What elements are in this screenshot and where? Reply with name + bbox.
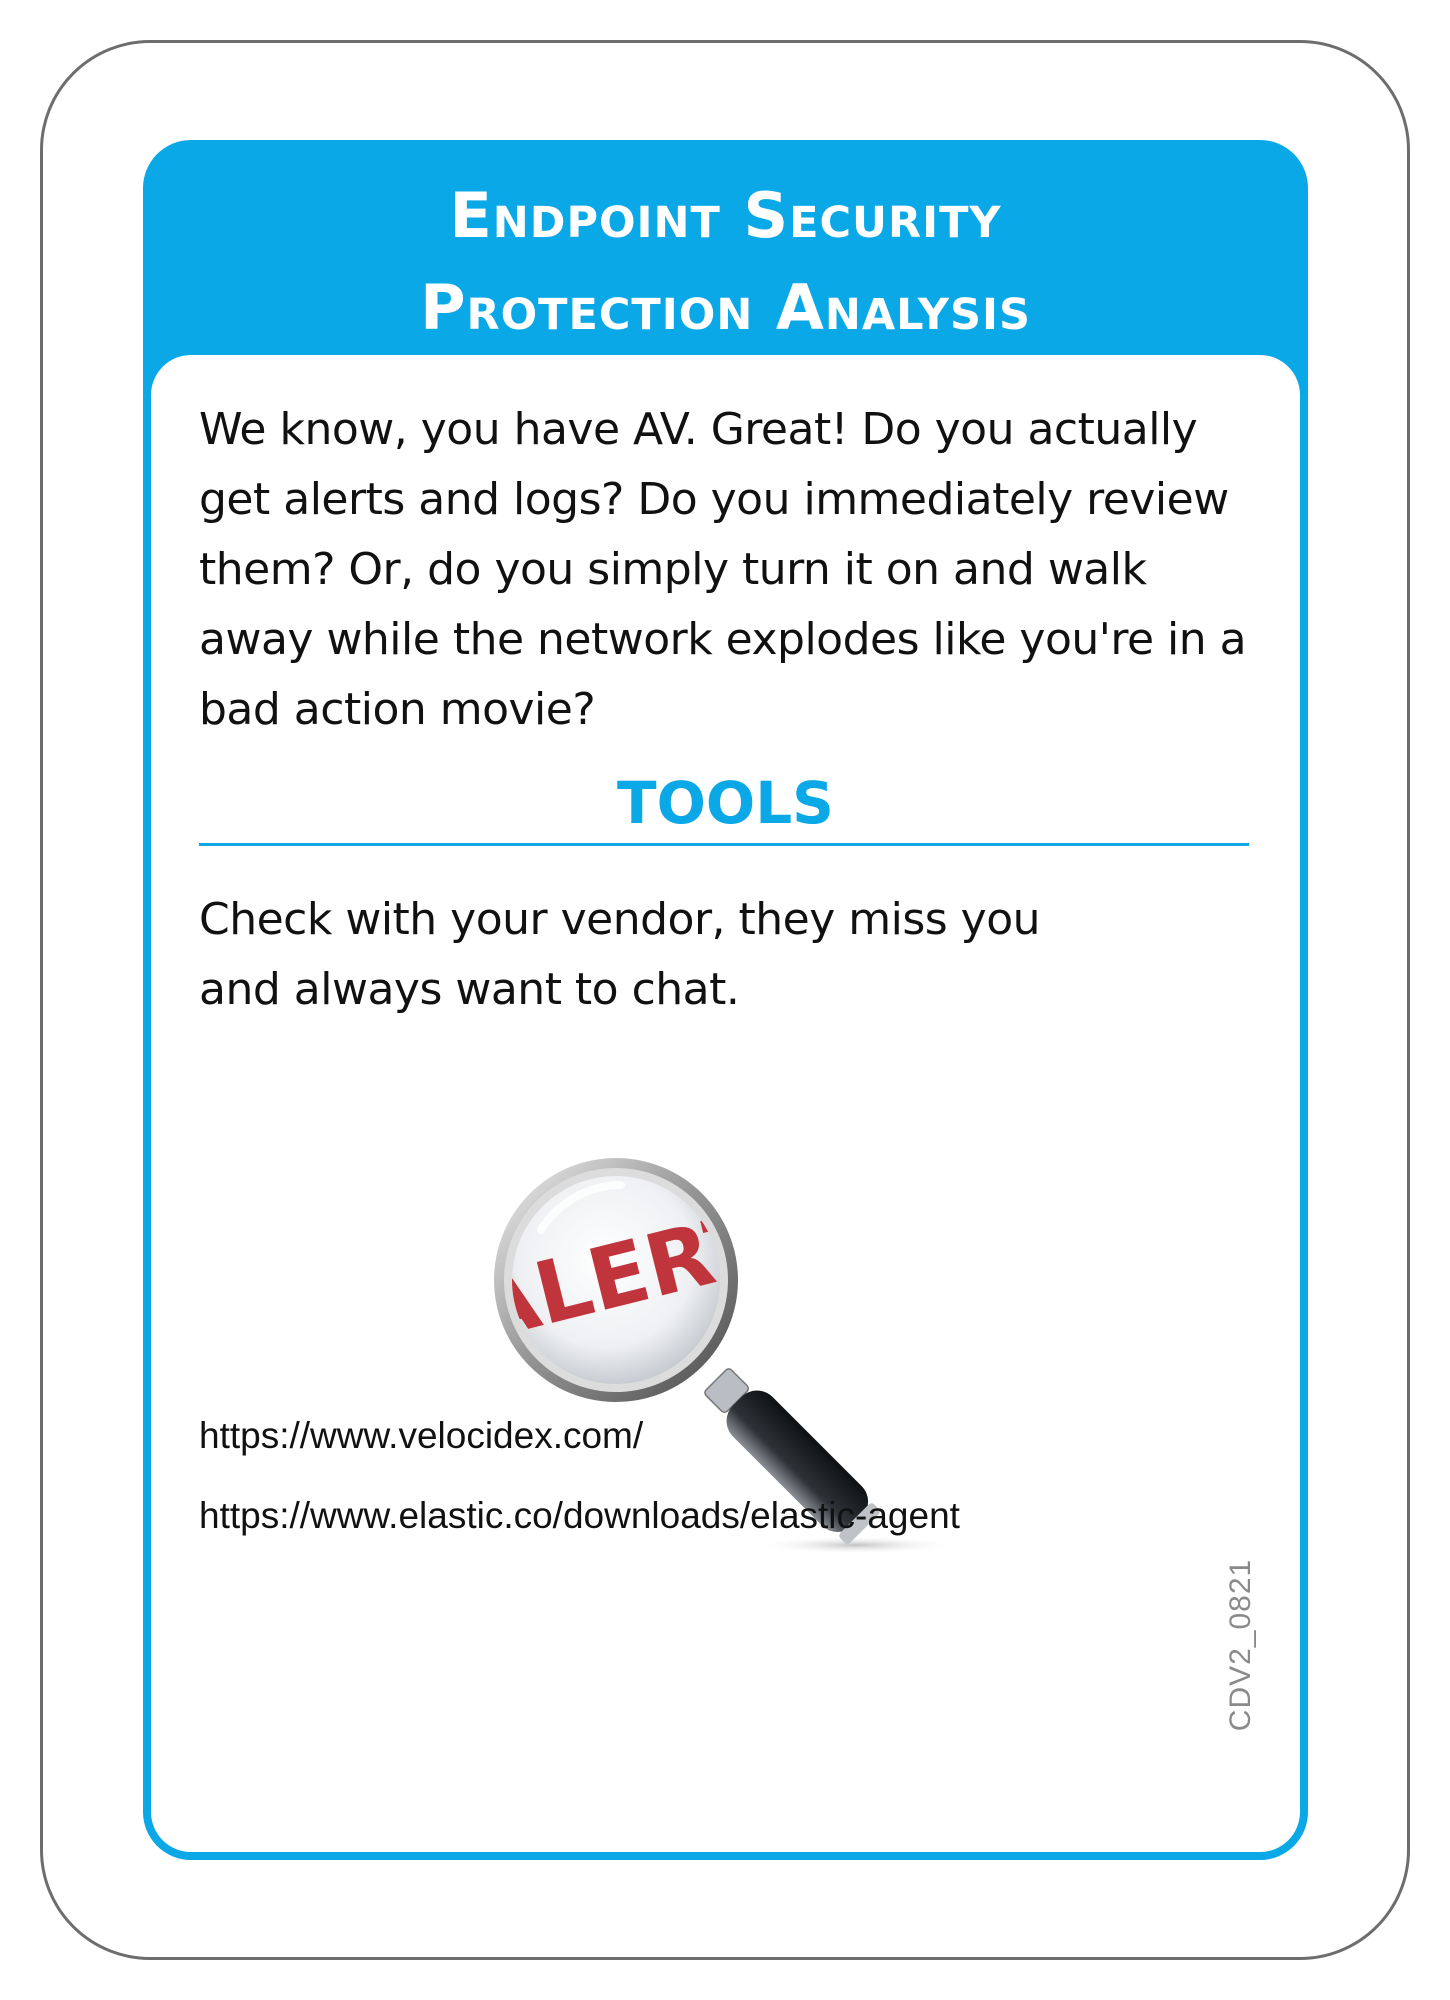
card-frame: Endpoint Security Protection Analysis We… — [143, 140, 1308, 1860]
card-title: Endpoint Security Protection Analysis — [143, 170, 1308, 354]
card-content-panel: We know, you have AV. Great! Do you actu… — [151, 355, 1300, 1852]
tools-text-line-2: and always want to chat. — [199, 964, 740, 1015]
card-description: We know, you have AV. Great! Do you actu… — [199, 404, 1247, 735]
link-velocidex[interactable]: https://www.velocidex.com/ — [199, 1415, 644, 1456]
tools-heading: TOOLS — [617, 769, 834, 837]
link-elastic-agent[interactable]: https://www.elastic.co/downloads/elastic… — [199, 1495, 960, 1536]
card-title-line-2: Protection Analysis — [420, 271, 1031, 344]
tools-divider — [199, 843, 1249, 846]
magnifying-glass-icon: ALERT — [471, 1135, 971, 1575]
card-title-line-1: Endpoint Security — [449, 179, 1002, 252]
card-code: CDV2_0821 — [1211, 1545, 1271, 1745]
card-code-text: CDV2_0821 — [1224, 1558, 1257, 1732]
tools-text: Check with your vendor, they miss you an… — [199, 885, 1199, 1025]
tools-text-line-1: Check with your vendor, they miss you — [199, 894, 1041, 945]
